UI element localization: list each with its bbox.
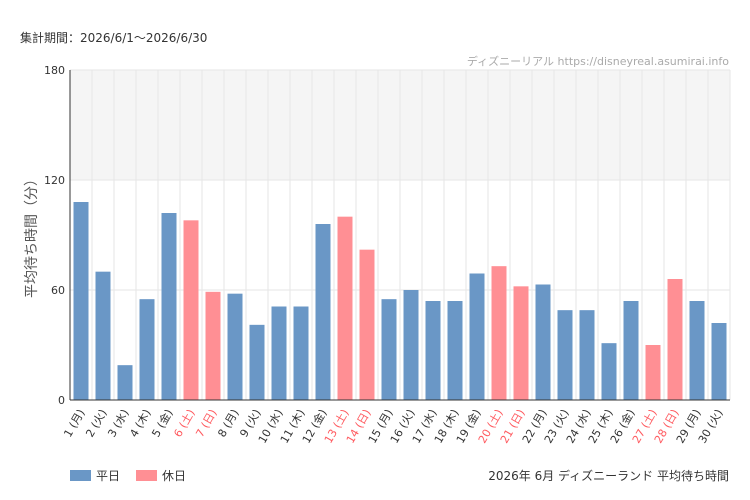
x-tick-label: 7 (日)	[193, 407, 219, 440]
x-tick-label: 4 (木)	[127, 407, 153, 440]
x-tick-label: 5 (金)	[148, 407, 175, 440]
y-axis-label: 平均待ち時間（分）	[24, 172, 40, 298]
bar	[513, 286, 529, 400]
bar	[623, 301, 639, 400]
bar	[667, 279, 683, 400]
bar	[315, 224, 331, 400]
legend-item-holiday: 休日	[136, 467, 186, 484]
legend: 平日 休日	[70, 467, 202, 484]
x-tick-label: 1 (月)	[61, 407, 87, 440]
bar	[447, 301, 463, 400]
watermark: ディズニーリアル https://disneyreal.asumirai.inf…	[466, 55, 729, 68]
chart-footer-title: 2026年 6月 ディズニーランド 平均待ち時間	[488, 469, 729, 483]
y-tick-label: 120	[44, 174, 65, 187]
bar	[73, 202, 89, 400]
bar	[403, 290, 419, 400]
x-tick-label: 6 (土)	[171, 407, 197, 440]
y-tick-label: 0	[58, 394, 65, 407]
bar	[183, 220, 199, 400]
bar	[689, 301, 705, 400]
x-tick-label: 3 (水)	[105, 407, 131, 440]
bar	[227, 293, 243, 400]
bar	[139, 299, 155, 400]
x-tick-label: 8 (月)	[215, 407, 241, 440]
bar	[271, 306, 287, 400]
legend-label-holiday: 休日	[162, 469, 187, 483]
bar	[711, 323, 727, 400]
bar	[425, 301, 441, 400]
bar	[645, 345, 661, 400]
bar	[205, 291, 221, 400]
y-tick-label: 180	[44, 64, 65, 77]
y-tick-label: 60	[51, 284, 65, 297]
x-tick-label: 2 (火)	[83, 407, 109, 440]
bar	[95, 271, 111, 400]
period-label: 集計期間：2026/6/1～2026/6/30	[20, 31, 208, 45]
bar	[249, 324, 265, 400]
legend-item-weekday: 平日	[70, 467, 120, 484]
bar	[601, 343, 617, 400]
legend-swatch-holiday	[136, 470, 158, 481]
bar	[293, 306, 309, 400]
bar	[491, 266, 507, 400]
bar	[469, 273, 485, 400]
bar	[117, 365, 133, 400]
bar	[557, 310, 573, 400]
bar	[359, 249, 375, 400]
bar	[381, 299, 397, 400]
bar	[579, 310, 595, 400]
bar	[337, 216, 353, 400]
legend-label-weekday: 平日	[96, 469, 121, 483]
legend-swatch-weekday	[70, 470, 91, 481]
bar	[161, 213, 177, 400]
bar	[535, 284, 551, 400]
